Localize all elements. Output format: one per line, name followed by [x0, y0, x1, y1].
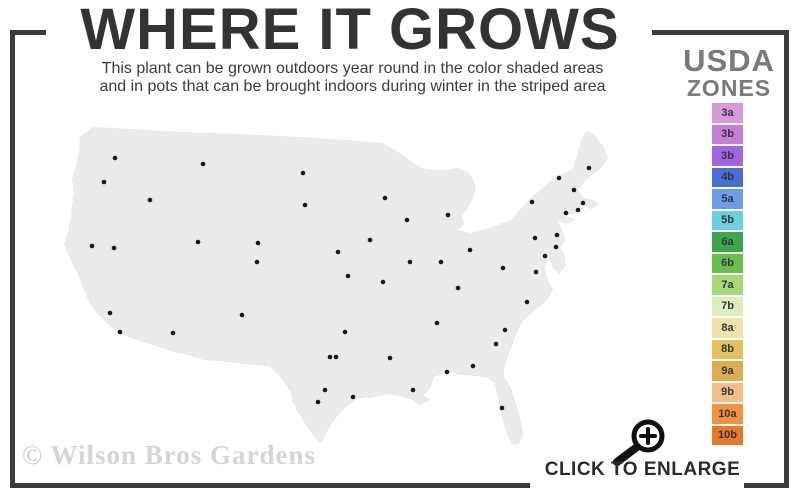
subtitle-line-1: This plant can be grown outdoors year ro…	[101, 60, 604, 77]
frame-bottom-right-segment	[744, 483, 789, 488]
state-dot	[335, 249, 341, 255]
state-dot	[542, 253, 548, 259]
zone-swatch-6b: 6b	[712, 253, 743, 273]
state-dot	[586, 165, 592, 171]
state-dot	[387, 355, 393, 361]
state-dot	[112, 155, 118, 161]
channel-island-dot	[66, 308, 70, 312]
zone-swatch-8a: 8a	[712, 318, 743, 338]
state-dot	[407, 259, 413, 265]
state-dot	[367, 237, 373, 243]
state-dot	[101, 179, 107, 185]
zone-swatch-5a: 5a	[712, 189, 743, 209]
state-dot	[556, 175, 562, 181]
page-title: WHERE IT GROWS	[80, 0, 620, 62]
click-to-enlarge-label[interactable]: CLICK TO ENLARGE	[544, 459, 741, 480]
frame-top-right-segment	[652, 30, 789, 35]
frame-bottom-left-segment	[10, 483, 530, 488]
state-dot	[467, 247, 473, 253]
zone-swatch-6a: 6a	[712, 232, 743, 252]
zone-swatch-7b: 7b	[712, 296, 743, 316]
state-dot	[434, 320, 440, 326]
state-dot	[563, 210, 569, 216]
state-dot	[170, 330, 176, 336]
state-dot	[553, 244, 559, 250]
state-dot	[404, 217, 410, 223]
zone-swatch-9a: 9a	[712, 361, 743, 381]
zone-swatch-10b: 10b	[712, 425, 743, 445]
state-dot	[254, 259, 260, 265]
state-dot	[117, 329, 123, 335]
state-dot	[455, 285, 461, 291]
us-outline-stroke	[63, 126, 609, 445]
state-dot	[322, 387, 328, 393]
state-dot	[315, 399, 321, 405]
subtitle: This plant can be grown outdoors year ro…	[45, 60, 660, 95]
state-dot	[195, 239, 201, 245]
state-dot	[575, 207, 581, 213]
state-dot	[532, 235, 538, 241]
state-dot	[493, 341, 499, 347]
state-dot	[533, 269, 539, 275]
channel-island-dot	[73, 315, 77, 319]
zone-swatch-3b: 3b	[712, 146, 743, 166]
state-dot	[500, 265, 506, 271]
subtitle-line-2: and in pots that can be brought indoors …	[99, 77, 606, 95]
state-dot	[147, 197, 153, 203]
zone-swatch-9b: 9b	[712, 382, 743, 402]
state-dots	[89, 155, 592, 411]
frame-left-border	[10, 30, 15, 488]
state-dot	[524, 299, 530, 305]
state-dot	[300, 170, 306, 176]
state-dot	[571, 187, 577, 193]
state-dot	[327, 354, 333, 360]
zone-swatch-5b: 5b	[712, 210, 743, 230]
state-dot	[333, 354, 339, 360]
state-dot	[107, 310, 113, 316]
legend-title-line2: ZONES	[686, 75, 772, 101]
zone-swatch-7a: 7a	[712, 275, 743, 295]
legend-title: USDA ZONES	[683, 43, 775, 101]
zone-swatch-10a: 10a	[712, 404, 743, 424]
magnifier-icon[interactable]	[613, 419, 665, 466]
state-dot	[89, 243, 95, 249]
watermark: © Wilson Bros Gardens	[22, 440, 316, 470]
state-dot	[239, 312, 245, 318]
state-dot	[350, 394, 356, 400]
state-dot	[499, 405, 505, 411]
usda-zone-legend: 3a 3b 3b 4b 5a 5b 6a 6b 7a 7b 8a 8b 9a 9b 10a 10b	[712, 103, 743, 447]
zone-swatch-3b: 3b	[712, 124, 743, 144]
state-dot	[580, 200, 586, 206]
state-dot	[554, 232, 560, 238]
state-dot	[382, 195, 388, 201]
state-dot	[342, 329, 348, 335]
state-dot	[302, 202, 308, 208]
state-dot	[445, 212, 451, 218]
state-dot	[255, 240, 261, 246]
zone-swatch-8b: 8b	[712, 339, 743, 359]
state-dot	[380, 279, 386, 285]
zone-swatch-4b: 4b	[712, 167, 743, 187]
state-dot	[438, 259, 444, 265]
zone-swatch-3a: 3a	[712, 103, 743, 123]
state-dot	[529, 199, 535, 205]
state-dot	[111, 245, 117, 251]
frame-right-border	[784, 30, 789, 488]
state-dot	[410, 387, 416, 393]
state-dot	[444, 369, 450, 375]
state-dot	[200, 161, 206, 167]
state-dot	[502, 327, 508, 333]
state-dot	[345, 273, 351, 279]
legend-title-line1: USDA	[683, 43, 775, 78]
frame-top-left-segment	[10, 30, 46, 35]
state-dot	[470, 363, 476, 369]
